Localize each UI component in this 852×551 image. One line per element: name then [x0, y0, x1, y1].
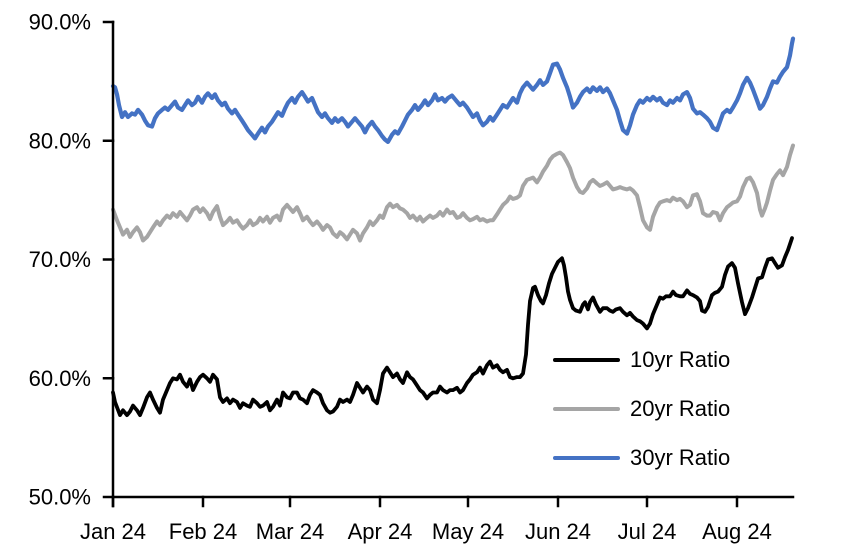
legend-item-20yr-ratio: 20yr Ratio [553, 384, 730, 433]
series-line-10yr-ratio [111, 236, 794, 418]
x-tick-label: Jun 24 [525, 519, 591, 544]
legend-label-30yr-ratio: 30yr Ratio [630, 444, 731, 470]
legend-label-20yr-ratio: 20yr Ratio [630, 395, 731, 421]
x-tick-label: Mar 24 [256, 519, 324, 544]
x-tick-label: May 24 [432, 519, 504, 544]
x-tick-label: Aug 24 [702, 519, 772, 544]
x-tick-label: Apr 24 [348, 519, 413, 544]
legend-item-30yr-ratio: 30yr Ratio [553, 433, 730, 482]
legend-item-10yr-ratio: 10yr Ratio [553, 335, 730, 384]
y-tick-label: 80.0% [29, 128, 91, 153]
y-tick-label: 60.0% [29, 366, 91, 391]
y-tick-label: 70.0% [29, 247, 91, 272]
chart-legend: 10yr Ratio 20yr Ratio 30yr Ratio [553, 335, 730, 482]
x-tick-label: Jul 24 [618, 519, 677, 544]
legend-swatch-30yr-ratio [553, 455, 620, 460]
x-tick-label: Feb 24 [169, 519, 238, 544]
series-line-20yr-ratio [111, 143, 795, 243]
y-tick-label: 50.0% [29, 485, 91, 510]
legend-swatch-10yr-ratio [553, 357, 620, 362]
series-line-30yr-ratio [110, 36, 796, 144]
x-tick-label: Jan 24 [80, 519, 146, 544]
legend-label-10yr-ratio: 10yr Ratio [630, 346, 731, 372]
legend-swatch-20yr-ratio [553, 406, 620, 411]
y-tick-label: 90.0% [29, 10, 91, 35]
